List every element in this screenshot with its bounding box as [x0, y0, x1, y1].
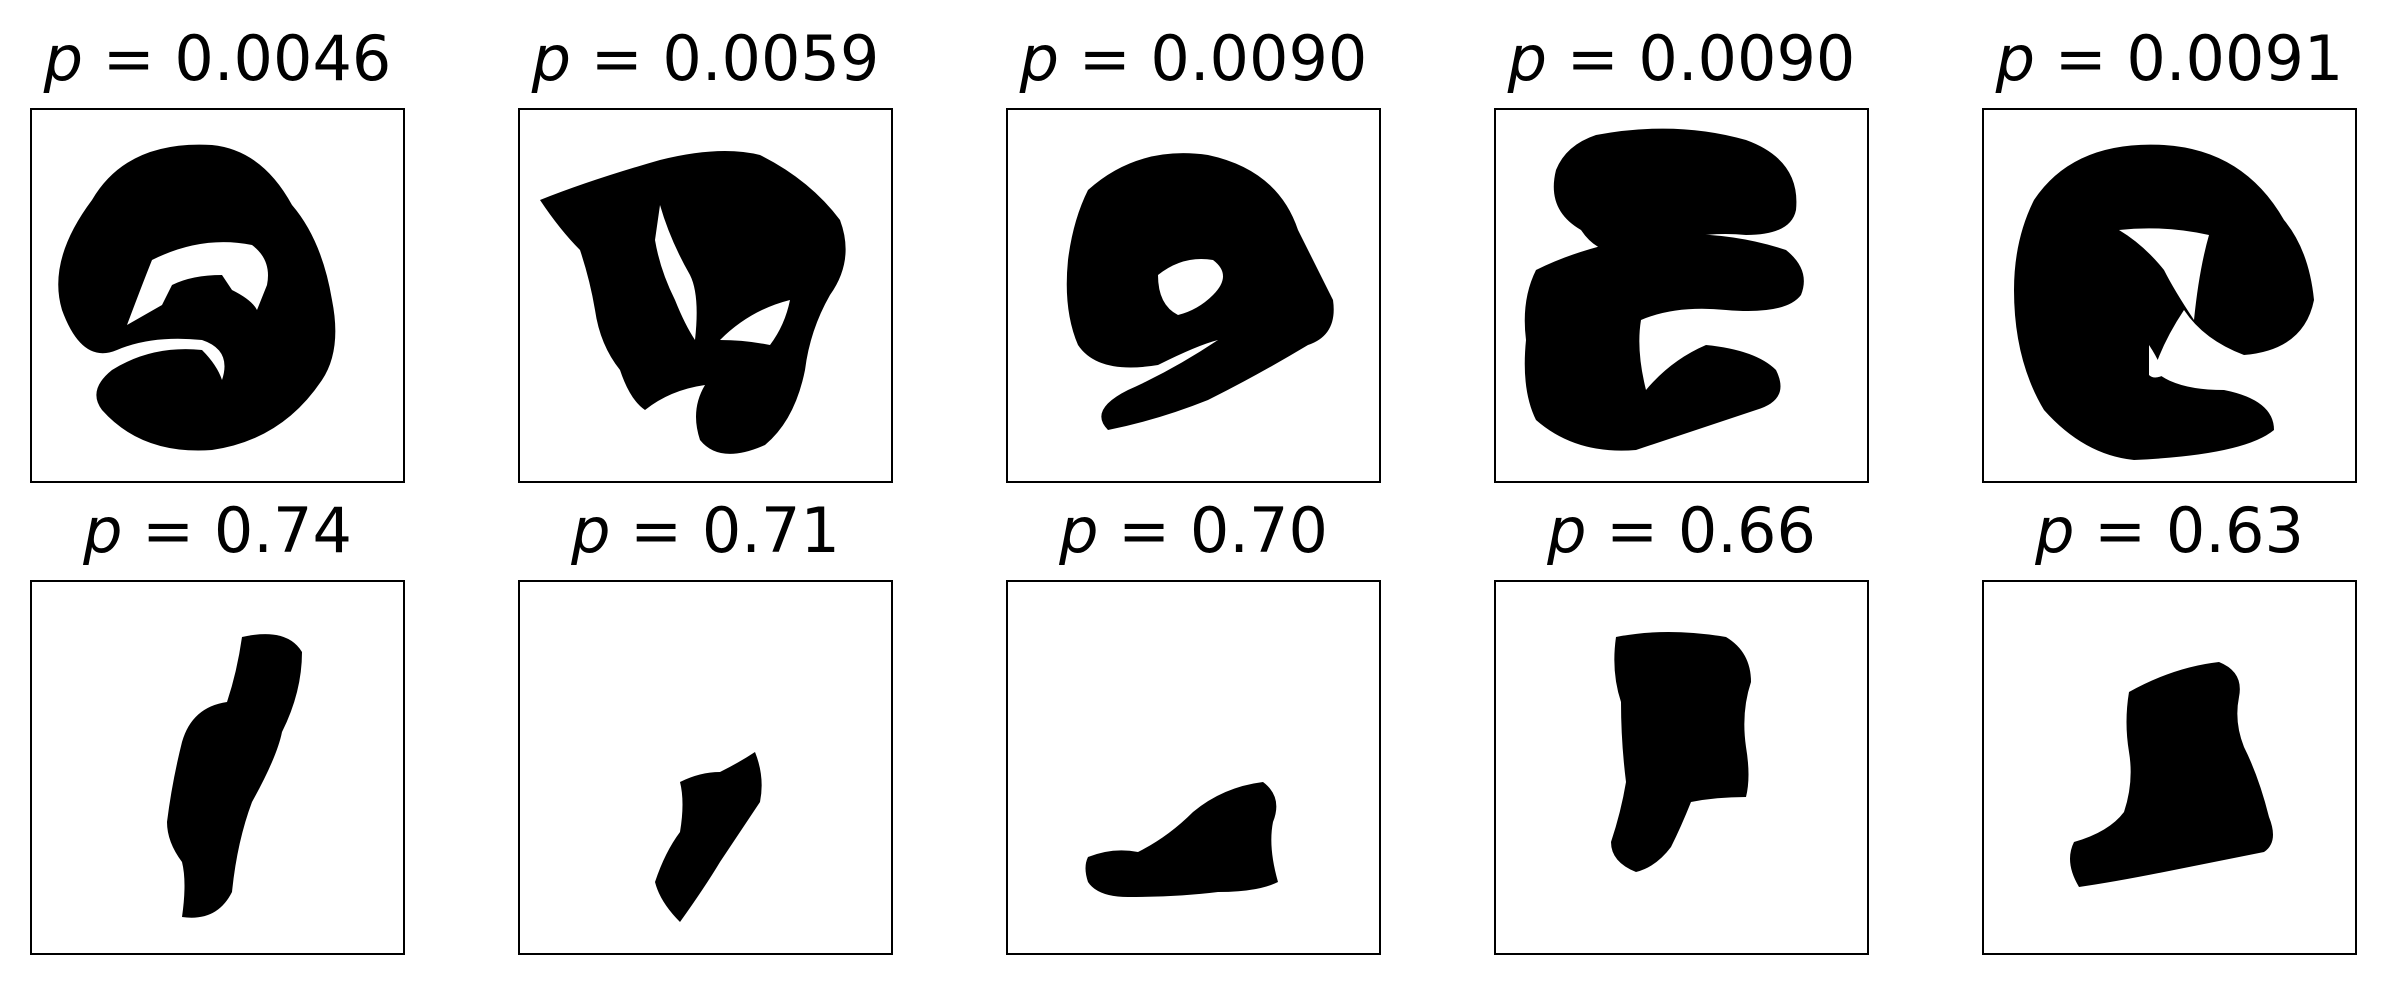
panel-title: p = 0.0090: [1019, 22, 1368, 95]
shape-image: [58, 144, 336, 451]
panel-title: p = 0.63: [2035, 494, 2304, 567]
shape-frame: [1982, 580, 2357, 955]
shape-frame: [1006, 108, 1381, 483]
shape-image: [2014, 144, 2314, 460]
shape-frame: [1982, 108, 2357, 483]
shape-frame: [1006, 580, 1381, 955]
panel-title: p = 0.70: [1059, 494, 1328, 567]
panel-title: p = 0.0059: [531, 22, 880, 95]
shape-image: [1524, 128, 1804, 451]
panel-title: p = 0.66: [1547, 494, 1816, 567]
shape-image: [1611, 632, 1751, 872]
panel-title: p = 0.74: [83, 494, 352, 567]
panel-title: p = 0.0091: [1995, 22, 2344, 95]
shape-frame: [30, 580, 405, 955]
shape-image: [1085, 782, 1278, 897]
shape-frame: [1494, 580, 1869, 955]
shape-frame: [518, 108, 893, 483]
panel-title: p = 0.0046: [43, 22, 392, 95]
shape-frame: [1494, 108, 1869, 483]
shape-image: [655, 752, 762, 922]
panel-title: p = 0.0090: [1507, 22, 1856, 95]
shape-image: [167, 634, 302, 918]
shape-frame: [30, 108, 405, 483]
panel-title: p = 0.71: [571, 494, 840, 567]
shape-image: [2070, 662, 2273, 887]
shape-image: [1066, 153, 1334, 430]
shape-image: [540, 151, 846, 454]
shape-frame: [518, 580, 893, 955]
